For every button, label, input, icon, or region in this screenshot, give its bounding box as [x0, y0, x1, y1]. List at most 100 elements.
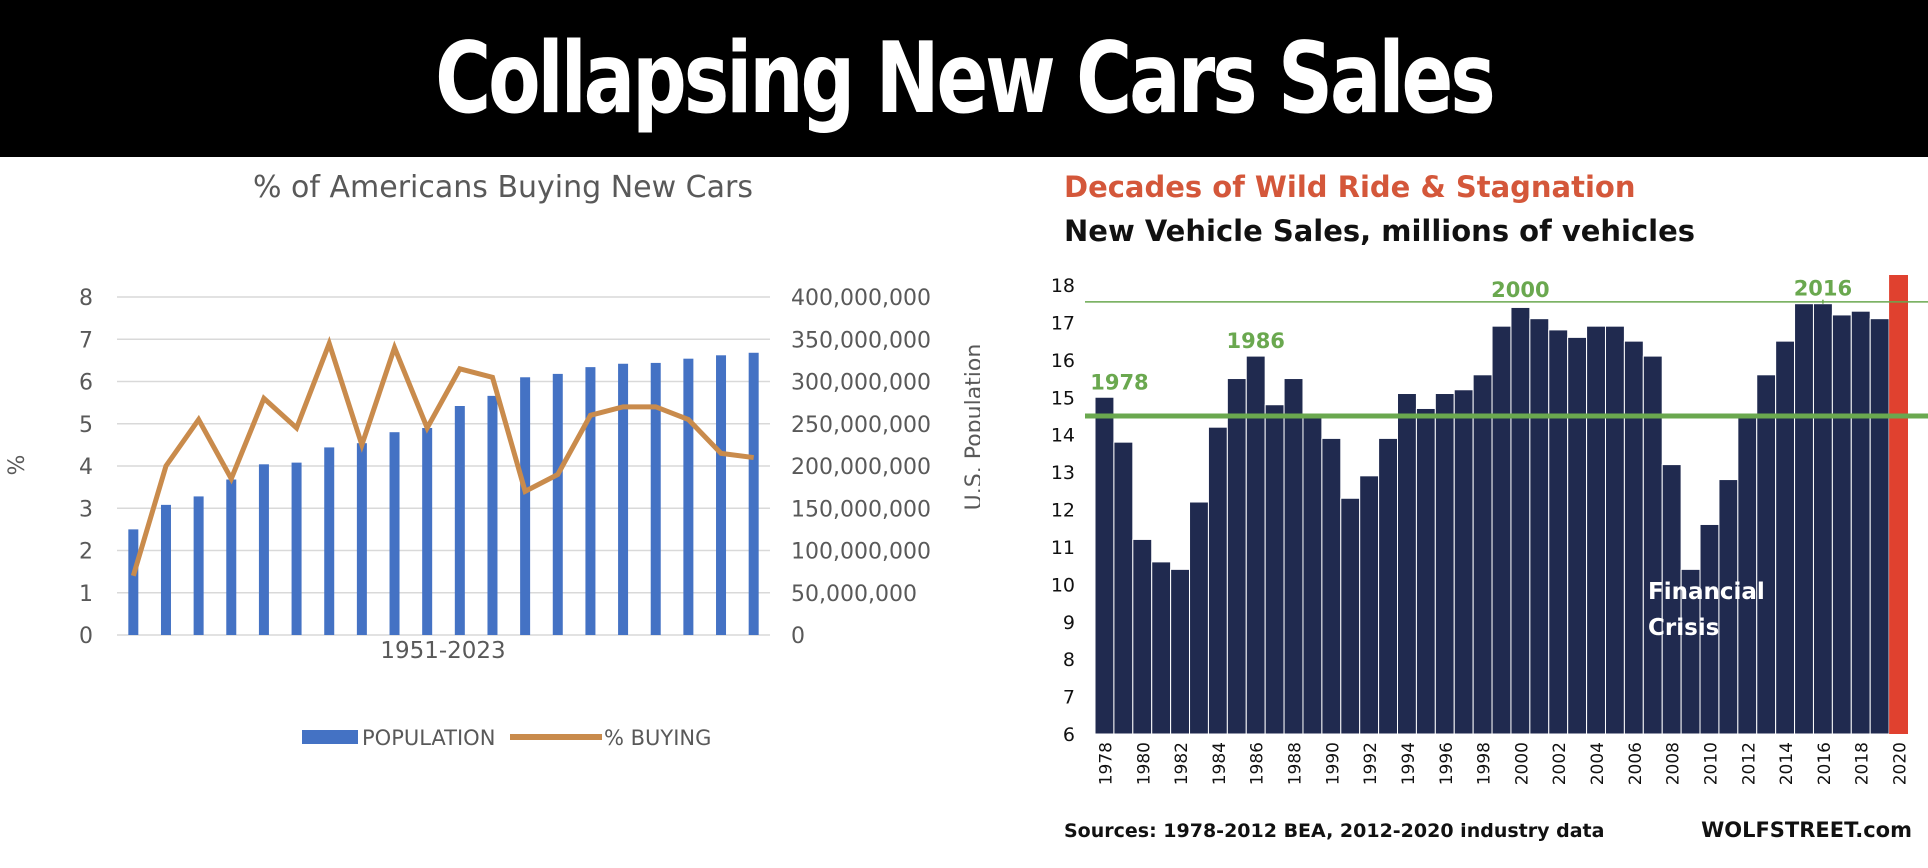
sales-bar: [1113, 441, 1134, 735]
population-bar: [618, 363, 629, 635]
callout-financial: Financial: [1648, 579, 1765, 605]
sales-bar: [1775, 340, 1796, 735]
x-tick-label: 1994: [1399, 742, 1419, 785]
y-tick-label: 18: [1051, 275, 1075, 297]
sales-bar: [1812, 303, 1833, 735]
y-tick-label: 9: [1063, 612, 1075, 634]
sales-bar: [1397, 393, 1417, 735]
left-chart-title: % of Americans Buying New Cars: [253, 170, 753, 205]
highlight-bar-2020: [1889, 275, 1908, 734]
sales-bar: [1453, 389, 1474, 735]
y-tick-label: 1: [79, 582, 93, 607]
sales-bar: [1737, 415, 1758, 735]
sales-bar: [1529, 318, 1550, 735]
left-x-axis-label: 1951-2023: [380, 638, 505, 664]
y2-tick-label: 150,000,000: [791, 497, 931, 522]
y-tick-label: 6: [1063, 724, 1075, 746]
population-bar: [552, 373, 563, 635]
y-tick-label: 15: [1051, 387, 1075, 409]
y-tick-label: 8: [1063, 649, 1075, 671]
population-bar: [128, 529, 139, 635]
population-bar: [683, 358, 694, 635]
y-tick-label: 10: [1051, 574, 1075, 596]
population-bar: [454, 406, 465, 635]
wolfstreet-brand: WOLFSTREET.com: [1701, 818, 1912, 842]
left-y2-axis-label: U.S. Population: [962, 344, 980, 511]
x-tick-label: 2000: [1512, 742, 1532, 785]
y-tick-label: 7: [79, 328, 93, 353]
population-bar: [226, 479, 237, 635]
y-tick-label: 6: [79, 371, 93, 396]
sales-bar: [1567, 336, 1588, 735]
x-tick-label: 1984: [1210, 742, 1230, 785]
y2-tick-label: 350,000,000: [791, 328, 931, 353]
y-tick-label: 3: [79, 497, 93, 522]
sales-bar: [1226, 378, 1247, 735]
sales-bar: [1434, 393, 1455, 735]
right-chart-title: Decades of Wild Ride & Stagnation: [1064, 170, 1636, 204]
x-tick-label: 2020: [1891, 742, 1911, 785]
x-tick-label: 1992: [1361, 742, 1381, 785]
sales-bar: [1302, 415, 1323, 735]
sales-bar: [1378, 437, 1399, 735]
title-banner: Collapsing New Cars Sales: [0, 0, 1928, 157]
x-tick-label: 2018: [1853, 742, 1873, 785]
population-chart: % of Americans Buying New Cars % U.S. Po…: [5, 170, 980, 750]
population-bar: [650, 362, 661, 635]
population-bar: [356, 443, 367, 635]
population-bar: [389, 432, 400, 635]
y-tick-label: 14: [1051, 425, 1075, 447]
x-tick-label: 2014: [1777, 742, 1797, 785]
buying-percent-line: [130, 335, 754, 577]
sales-bar: [1132, 538, 1153, 735]
y2-tick-label: 300,000,000: [791, 371, 931, 396]
left-legend: POPULATION % BUYING: [302, 726, 711, 750]
x-tick-label: 2012: [1739, 742, 1759, 785]
banner-title: Collapsing New Cars Sales: [435, 21, 1496, 136]
population-bar: [160, 504, 171, 635]
y-tick-label: 8: [79, 286, 93, 311]
sales-bar: [1718, 479, 1739, 735]
x-tick-label: 2002: [1550, 742, 1570, 785]
x-tick-label: 1986: [1248, 742, 1268, 785]
y-tick-label: 4: [79, 455, 93, 480]
y-tick-label: 12: [1051, 500, 1075, 522]
x-tick-label: 1998: [1475, 742, 1495, 785]
sales-bar: [1264, 404, 1285, 735]
sales-bar: [1340, 497, 1361, 735]
x-tick-label: 1990: [1323, 742, 1343, 785]
population-bar: [422, 427, 433, 635]
legend-label-population: POPULATION: [362, 726, 495, 750]
sales-bar: [1245, 355, 1266, 735]
sales-bar: [1283, 378, 1304, 735]
sales-bar: [1189, 501, 1209, 735]
population-bar: [324, 447, 335, 635]
sales-bar: [1151, 561, 1172, 735]
sales-bar: [1491, 325, 1512, 735]
y2-tick-label: 200,000,000: [791, 455, 931, 480]
sales-bar: [1170, 568, 1191, 735]
left-y-axis-label: %: [5, 455, 30, 476]
sales-bar: [1207, 426, 1228, 735]
population-bar: [258, 464, 269, 635]
x-tick-label: 1978: [1096, 742, 1116, 785]
sales-bar: [1359, 475, 1380, 735]
source-note: Sources: 1978-2012 BEA, 2012-2020 indust…: [1064, 820, 1604, 842]
right-chart-subtitle: New Vehicle Sales, millions of vehicles: [1064, 214, 1695, 248]
year-annotation: 1978: [1090, 370, 1148, 394]
y2-tick-label: 50,000,000: [791, 582, 917, 607]
x-tick-label: 2004: [1588, 742, 1608, 785]
y2-tick-label: 0: [791, 624, 805, 649]
year-annotation: 1986: [1226, 329, 1284, 353]
y-tick-label: 16: [1051, 350, 1075, 372]
population-bar: [193, 496, 204, 635]
population-bar: [716, 355, 727, 635]
y-tick-label: 2: [79, 540, 93, 565]
y2-tick-label: 100,000,000: [791, 540, 931, 565]
y-tick-label: 7: [1063, 687, 1075, 709]
sales-bar: [1586, 325, 1606, 735]
sales-bar: [1472, 374, 1493, 735]
year-annotation: 2000: [1491, 278, 1549, 302]
sales-bar: [1548, 329, 1569, 735]
y-tick-label: 0: [79, 624, 93, 649]
